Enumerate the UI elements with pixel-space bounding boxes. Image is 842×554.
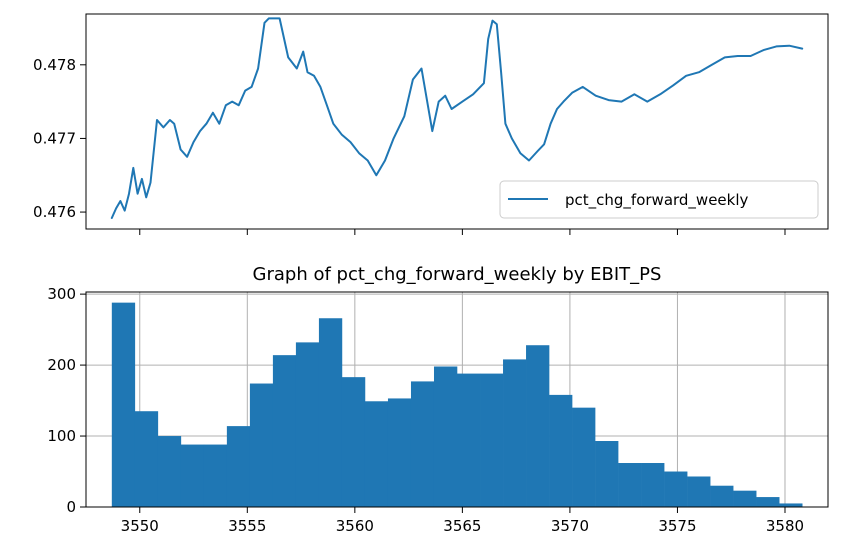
histogram-bar [341,377,366,507]
histogram-bar [503,359,527,507]
histogram-bar [226,426,251,507]
histogram-bar [134,411,159,507]
histogram-bar [249,383,274,507]
bar-y-tick-label: 0 [66,498,76,516]
bar-x-tick-label: 3550 [121,517,159,535]
histogram-bar [157,436,182,507]
line-axes-frame [85,13,829,230]
histogram-bar [387,398,412,507]
bar-y-tick-label: 200 [47,356,76,374]
histogram-bar [111,302,136,507]
legend: pct_chg_forward_weekly [499,180,819,219]
line-y-ticks: 0.476 0.477 0.478 [33,56,86,221]
histogram-title: Graph of pct_chg_forward_weekly by EBIT_… [253,264,662,285]
bar-y-ticks: 0 100 200 300 [47,285,86,516]
histogram-bar [457,373,481,507]
histogram-bar [203,444,228,507]
histogram-bar [549,394,573,507]
series-line-pct-chg-forward-weekly [110,17,804,219]
histogram-bar [687,476,711,507]
legend-label: pct_chg_forward_weekly [565,191,749,210]
line-y-tick-label: 0.476 [33,203,76,221]
histogram-bar [710,485,734,507]
histogram-bar [664,471,688,507]
histogram-bar [618,463,642,507]
histogram-bar [295,342,320,507]
histogram-bar [595,441,619,507]
histogram-bar [364,401,389,507]
histogram-bar [480,373,504,507]
histogram-bar [410,381,435,507]
histogram-bar [641,463,665,507]
histogram-chart: Graph of pct_chg_forward_weekly by EBIT_… [47,264,829,535]
bar-x-tick-label: 3575 [658,517,696,535]
histogram-bar [733,490,757,507]
histogram-bar [526,345,550,507]
histogram-bar [433,366,458,507]
histogram-bars [111,302,803,507]
bar-x-tick-label: 3560 [336,517,374,535]
histogram-bar [756,497,780,507]
bar-x-tick-label: 3555 [228,517,266,535]
bar-y-tick-label: 100 [47,427,76,445]
histogram-bar [180,444,205,507]
bar-x-ticks: 3550 3555 3560 3565 3570 3575 3580 [121,507,804,535]
line-x-ticks [139,229,786,235]
line-y-tick-label: 0.478 [33,56,76,74]
line-y-tick-label: 0.477 [33,129,76,147]
histogram-bar [779,503,803,507]
bar-x-tick-label: 3580 [766,517,804,535]
bar-y-tick-label: 300 [47,285,76,303]
bar-x-tick-label: 3565 [443,517,481,535]
histogram-bar [318,318,343,507]
bar-x-tick-label: 3570 [551,517,589,535]
line-chart: 0.476 0.477 0.478 pct_chg_forward_weekly [33,13,829,235]
legend-box [499,180,819,219]
bar-axes-frame [85,291,829,508]
histogram-bar [572,407,596,507]
histogram-bar [272,355,297,507]
